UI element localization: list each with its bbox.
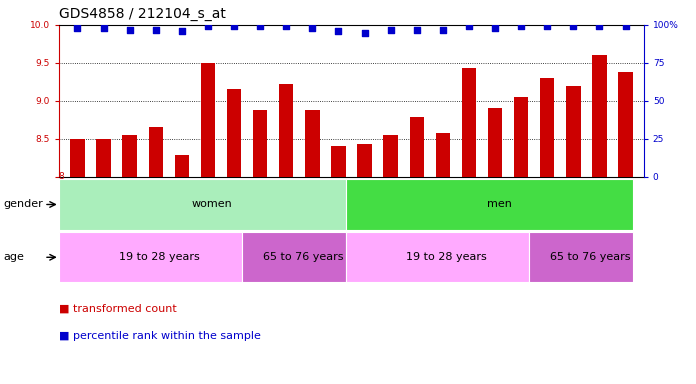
- Bar: [436, 133, 450, 177]
- Point: [594, 23, 605, 30]
- Bar: [540, 78, 555, 177]
- Point: [385, 26, 396, 33]
- Point: [516, 23, 527, 30]
- Text: 65 to 76 years: 65 to 76 years: [550, 252, 631, 262]
- Bar: [488, 108, 503, 177]
- Point: [124, 26, 135, 33]
- Point: [489, 25, 500, 31]
- Bar: [566, 86, 580, 177]
- Bar: [461, 68, 476, 177]
- Point: [464, 23, 475, 30]
- Bar: [331, 146, 346, 177]
- Bar: [242, 232, 347, 282]
- Bar: [357, 144, 372, 177]
- Bar: [96, 139, 111, 177]
- Point: [411, 26, 422, 33]
- Point: [359, 30, 370, 36]
- Text: women: women: [191, 199, 232, 210]
- Point: [437, 26, 448, 33]
- Point: [203, 23, 214, 30]
- Bar: [70, 139, 85, 177]
- Bar: [279, 84, 294, 177]
- Point: [150, 26, 161, 33]
- Point: [98, 25, 109, 31]
- Text: men: men: [487, 199, 512, 210]
- Text: ■ transformed count: ■ transformed count: [59, 304, 177, 314]
- Text: age: age: [3, 252, 24, 262]
- Text: ■ percentile rank within the sample: ■ percentile rank within the sample: [59, 331, 261, 341]
- Point: [307, 25, 318, 31]
- Bar: [59, 179, 347, 230]
- Bar: [305, 110, 319, 177]
- Point: [176, 28, 187, 34]
- Text: gender: gender: [3, 199, 43, 210]
- Text: 19 to 28 years: 19 to 28 years: [119, 252, 200, 262]
- Bar: [200, 63, 215, 177]
- Point: [568, 23, 579, 30]
- Bar: [59, 232, 242, 282]
- Bar: [514, 97, 528, 177]
- Text: 19 to 28 years: 19 to 28 years: [406, 252, 487, 262]
- Point: [228, 23, 239, 30]
- Bar: [618, 72, 633, 177]
- Bar: [227, 89, 242, 177]
- Point: [255, 23, 266, 30]
- Bar: [592, 55, 607, 177]
- Text: 8: 8: [58, 172, 65, 181]
- Point: [541, 23, 553, 30]
- Bar: [347, 232, 529, 282]
- Bar: [409, 118, 424, 177]
- Point: [280, 23, 292, 30]
- Bar: [253, 110, 267, 177]
- Bar: [529, 232, 633, 282]
- Bar: [148, 127, 163, 177]
- Text: 65 to 76 years: 65 to 76 years: [263, 252, 343, 262]
- Point: [620, 23, 631, 30]
- Point: [72, 25, 83, 31]
- Point: [333, 28, 344, 34]
- Bar: [347, 179, 633, 230]
- Bar: [175, 156, 189, 177]
- Text: GDS4858 / 212104_s_at: GDS4858 / 212104_s_at: [59, 7, 226, 21]
- Bar: [383, 135, 398, 177]
- Bar: [122, 135, 137, 177]
